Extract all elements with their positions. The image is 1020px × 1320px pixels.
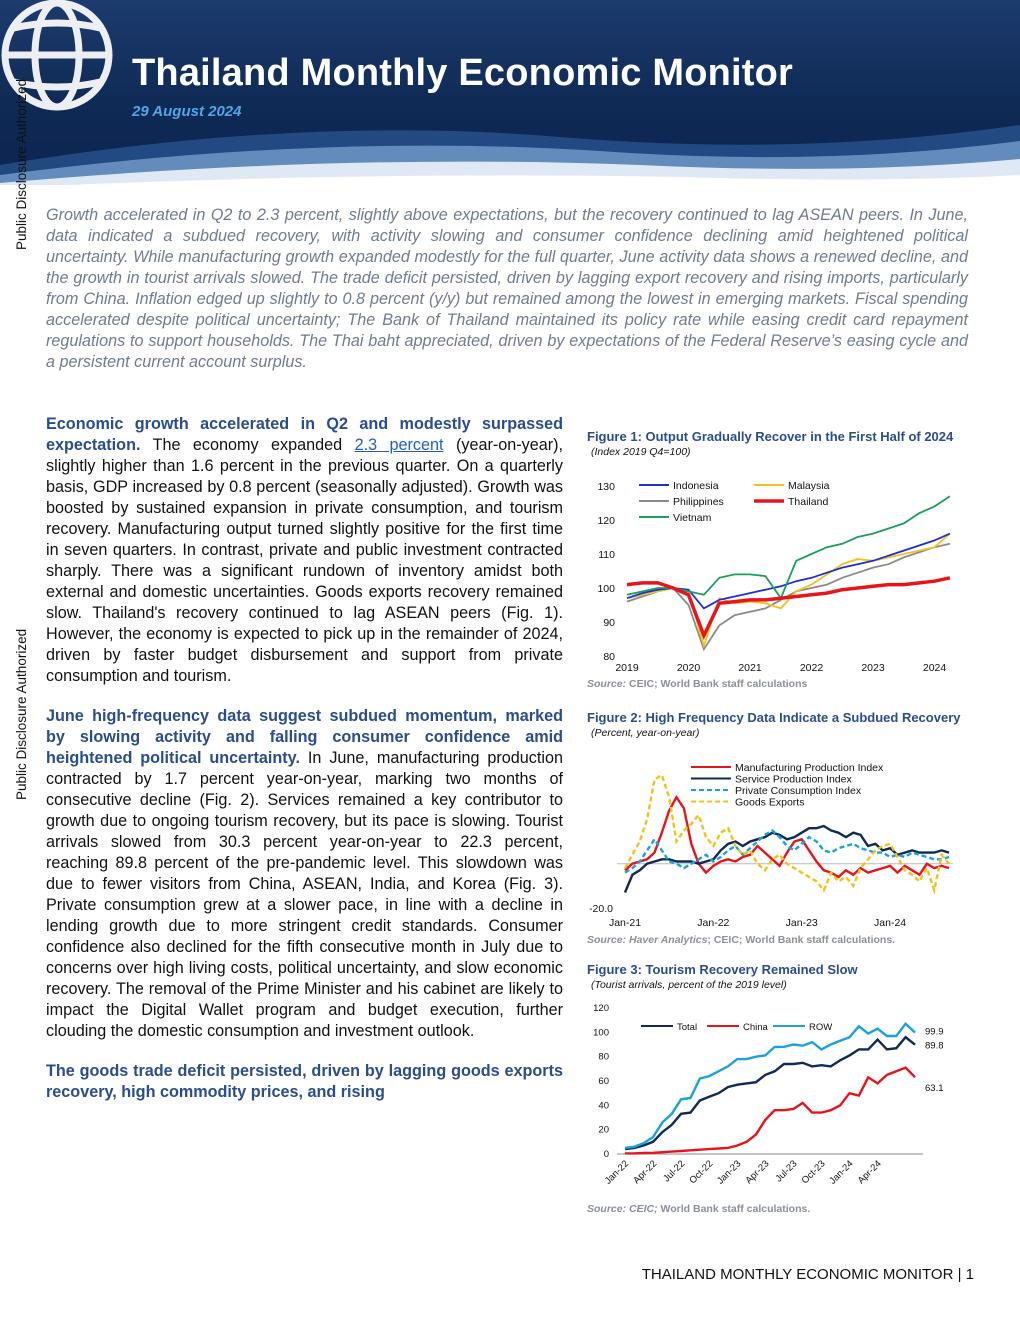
x-tick-label: Jan-21: [609, 917, 641, 929]
x-tick-label: 2020: [677, 662, 701, 674]
figure-2-heading: Figure 2: High Frequency Data Indicate a…: [587, 710, 969, 739]
figure-3-heading: Figure 3: Tourism Recovery Remained Slow…: [587, 962, 969, 991]
figure-1-chart: 80 90 100 110 120 130 2019 2020 2021 2022 2023 2024…: [597, 480, 951, 674]
side-label-bottom: Public Disclosure Authorized: [14, 628, 29, 800]
series-line: [624, 829, 950, 874]
end-value-label: 89.8: [925, 1041, 944, 1052]
paragraph-trade: The goods trade deficit persisted, drive…: [46, 1061, 563, 1103]
x-tick-label: Jan-24: [827, 1158, 855, 1186]
y-tick-label: 90: [603, 617, 615, 629]
y-tick-label: 120: [597, 515, 615, 527]
y-tick-label: 110: [598, 549, 615, 561]
legend-label: Malaysia: [788, 480, 830, 492]
series-line: [624, 794, 950, 879]
figure-1-source: Source: CEIC; World Bank staff calculati…: [587, 678, 807, 690]
source-label: Source: Haver Analytics: [587, 934, 708, 946]
series-line-china: [625, 1066, 916, 1155]
x-tick-label: Jul-23: [773, 1158, 799, 1184]
figure-subtitle: (Tourist arrivals, percent of the 2019 l…: [591, 979, 787, 991]
series-line-thailand: [626, 576, 951, 641]
x-tick-label: Jan-22: [697, 917, 729, 929]
y-tick-label: 20: [598, 1125, 609, 1136]
y-tick-label: 130: [597, 481, 615, 493]
source-label: Source: CEIC;: [587, 1203, 658, 1215]
legend-label: Philippines: [673, 496, 724, 508]
figure-2-source: Source: Haver Analytics; CEIC; World Ban…: [587, 934, 895, 946]
figure-subtitle: (Percent, year-on-year): [591, 727, 700, 739]
x-tick-label: Jan-24: [874, 917, 906, 929]
y-tick-label: 80: [603, 651, 615, 663]
legend-label: Thailand: [788, 496, 828, 508]
end-value-label: 63.1: [925, 1083, 944, 1094]
legend-label: Vietnam: [673, 512, 712, 524]
figure-title: Figure 2: High Frequency Data Indicate a…: [587, 710, 961, 725]
page-footer: THAILAND MONTHLY ECONOMIC MONITOR | 1: [641, 1266, 974, 1283]
x-tick-label: Jan-23: [715, 1158, 743, 1186]
x-tick-label: Oct-23: [800, 1158, 828, 1186]
x-tick-label: 2024: [923, 662, 947, 674]
paragraph-lead: The goods trade deficit persisted, drive…: [46, 1062, 563, 1101]
paragraph-lead: June high-frequency data suggest subdued…: [46, 707, 563, 767]
figure-subtitle: (Index 2019 Q4=100): [591, 446, 691, 458]
page-title: Thailand Monthly Economic Monitor: [132, 52, 794, 94]
figure-2-chart: -20.0 Jan-21 Jan-22 Jan-23 Jan-24 Manufacturi…: [589, 762, 953, 929]
y-tick-label: 100: [593, 1027, 609, 1038]
x-tick-label: Jul-22: [661, 1158, 687, 1184]
paragraph-text: In June, manufacturing production contra…: [46, 749, 563, 1040]
legend-label: Indonesia: [673, 480, 719, 492]
x-tick-label: Jan-23: [786, 917, 818, 929]
legend-label: ROW: [809, 1022, 832, 1033]
figure-3-source: Source: CEIC; World Bank staff calculati…: [587, 1203, 810, 1215]
paragraph-text: The economy expanded: [140, 436, 355, 454]
paragraph-growth: Economic growth accelerated in Q2 and mo…: [46, 414, 563, 687]
legend-label: Goods Exports: [735, 797, 804, 809]
y-tick-label: 80: [598, 1052, 609, 1063]
y-tick-label: 40: [598, 1100, 609, 1111]
source-text: World Bank staff calculations.: [657, 1203, 811, 1215]
summary-paragraph: Growth accelerated in Q2 to 2.3 percent,…: [46, 206, 968, 371]
legend-label: Service Production Index: [735, 774, 852, 786]
world-bank-globe-icon: [1, 0, 113, 111]
header-swoosh: [0, 125, 1020, 185]
x-tick-label: 2023: [861, 662, 885, 674]
paragraph-lead: Economic growth accelerated in Q2 and mo…: [46, 415, 563, 454]
y-tick-label: 100: [597, 583, 615, 595]
y-tick-label: 120: [593, 1003, 609, 1014]
publication-date: 29 August 2024: [132, 103, 242, 120]
figure-1-heading: Figure 1: Output Gradually Recover in th…: [587, 429, 969, 458]
series-line-row: [624, 1022, 916, 1150]
x-tick-label: Apr-23: [744, 1158, 772, 1186]
side-label-top: Public Disclosure Authorized: [14, 78, 29, 250]
y-tick-label: 60: [598, 1076, 609, 1087]
figure-title: Figure 1: Output Gradually Recover in th…: [587, 429, 954, 444]
figure-title: Figure 3: Tourism Recovery Remained Slow: [587, 962, 858, 977]
x-tick-label: 2019: [615, 662, 639, 674]
paragraph-high-frequency: June high-frequency data suggest subdued…: [46, 706, 563, 1042]
legend-label: Manufacturing Production Index: [735, 762, 884, 774]
x-tick-label: Jan-22: [603, 1158, 631, 1186]
body-column: Economic growth accelerated in Q2 and mo…: [46, 414, 563, 1122]
x-tick-label: Apr-22: [631, 1158, 659, 1186]
legend-label: Private Consumption Index: [735, 785, 862, 797]
header-banner: Thailand Monthly Economic Monitor 29 Aug…: [0, 0, 1020, 185]
y-tick-label: 0: [604, 1149, 609, 1160]
y-tick-label: -20.0: [589, 903, 613, 915]
legend-label: Total: [677, 1022, 697, 1033]
series-line: [623, 824, 950, 893]
legend-label: China: [743, 1022, 769, 1033]
source-text: CEIC; World Bank staff calculations: [626, 678, 808, 690]
x-tick-label: 2021: [738, 662, 762, 674]
paragraph-text: (year-on-year), slightly higher than 1.6…: [46, 436, 564, 685]
x-tick-label: Apr-24: [856, 1158, 884, 1186]
gdp-link[interactable]: 2.3 percent: [354, 436, 444, 454]
series-line-total: [624, 1035, 916, 1151]
series-line: [623, 773, 950, 895]
end-value-label: 99.9: [925, 1026, 944, 1037]
source-text: ; CEIC; World Bank staff calculations.: [707, 934, 896, 946]
x-tick-label: Oct-22: [687, 1158, 715, 1186]
source-label: Source:: [587, 678, 627, 690]
x-tick-label: 2022: [800, 662, 824, 674]
